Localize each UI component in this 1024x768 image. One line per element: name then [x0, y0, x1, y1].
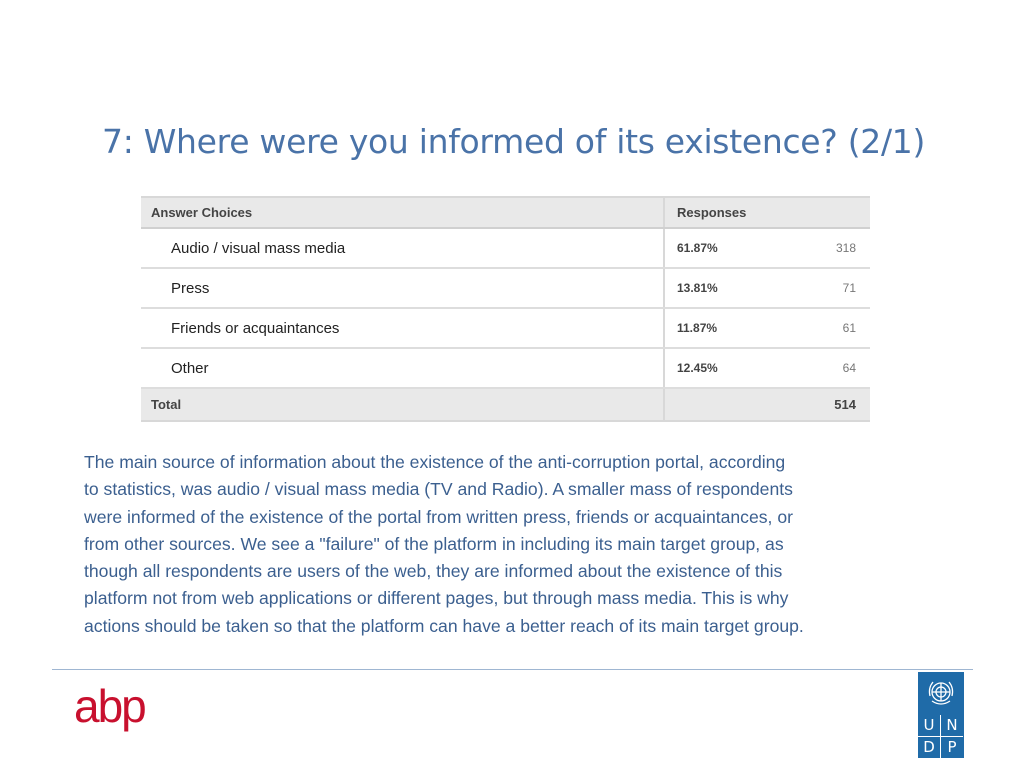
row-count: 71: [790, 268, 870, 309]
body-line: actions should be taken so that the plat…: [84, 615, 804, 636]
row-choice: Other: [141, 348, 665, 389]
table-row: Friends or acquaintances 11.87% 61: [141, 308, 870, 349]
header-answer-choices: Answer Choices: [141, 196, 665, 229]
undp-letter-n: N: [941, 715, 963, 737]
body-line: though all respondents are users of the …: [84, 561, 783, 582]
row-percent: 12.45%: [664, 348, 790, 389]
total-value: 514: [664, 388, 870, 422]
table-row: Audio / visual mass media 61.87% 318: [141, 228, 870, 269]
row-count: 64: [790, 348, 870, 389]
abp-logo: abp: [74, 680, 147, 732]
row-choice: Audio / visual mass media: [141, 228, 665, 269]
un-emblem-icon: [920, 674, 962, 712]
undp-letter-d: D: [918, 737, 941, 758]
undp-letter-p: P: [941, 737, 963, 758]
row-count: 61: [790, 308, 870, 349]
table-total-row: Total 514: [141, 388, 870, 422]
row-percent: 13.81%: [664, 268, 790, 309]
body-paragraph: The main source of information about the…: [84, 449, 964, 640]
header-responses: Responses: [664, 196, 870, 229]
body-line: platform not from web applications or di…: [84, 588, 789, 609]
table-row: Press 13.81% 71: [141, 268, 870, 309]
total-label: Total: [141, 388, 665, 422]
row-percent: 61.87%: [664, 228, 790, 269]
row-percent: 11.87%: [664, 308, 790, 349]
slide-title: 7: Where were you informed of its existe…: [102, 122, 926, 161]
table-header-row: Answer Choices Responses: [141, 196, 870, 229]
row-count: 318: [790, 228, 870, 269]
table-row: Other 12.45% 64: [141, 348, 870, 389]
body-line: from other sources. We see a "failure" o…: [84, 533, 784, 554]
body-line: were informed of the existence of the po…: [84, 506, 793, 527]
survey-results-table: Answer Choices Responses Audio / visual …: [141, 196, 870, 422]
body-line: to statistics, was audio / visual mass m…: [84, 479, 793, 500]
body-line: The main source of information about the…: [84, 452, 786, 472]
undp-letter-u: U: [918, 715, 941, 737]
row-choice: Press: [141, 268, 665, 309]
undp-logo: U N D P: [918, 672, 964, 758]
row-choice: Friends or acquaintances: [141, 308, 665, 349]
footer-divider: [52, 669, 973, 670]
